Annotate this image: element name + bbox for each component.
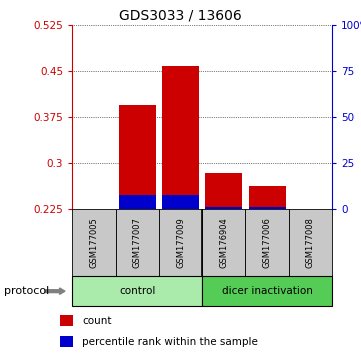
Text: GSM177006: GSM177006 [263,217,271,268]
Text: GSM177005: GSM177005 [90,217,98,268]
Bar [162,66,199,209]
Bar [72,276,202,306]
Text: count: count [82,316,112,326]
Bar [119,195,156,209]
Text: GSM177009: GSM177009 [176,217,185,268]
Bar [159,209,202,276]
Bar [249,207,286,209]
Text: dicer inactivation: dicer inactivation [222,286,313,296]
Bar [72,209,116,276]
Text: GSM177008: GSM177008 [306,217,315,268]
Bar [245,209,289,276]
Bar [205,173,242,209]
Text: GDS3033 / 13606: GDS3033 / 13606 [119,9,242,23]
Bar [202,276,332,306]
Bar [249,185,286,209]
Text: protocol: protocol [4,286,49,296]
Bar [116,209,159,276]
Text: control: control [119,286,155,296]
Bar [205,207,242,209]
Text: percentile rank within the sample: percentile rank within the sample [82,337,258,347]
Bar [119,104,156,209]
Bar [60,336,73,347]
Bar [202,209,245,276]
Bar [289,209,332,276]
Bar [162,195,199,209]
Text: GSM177007: GSM177007 [133,217,142,268]
Bar [60,315,73,326]
Text: GSM176904: GSM176904 [219,217,228,268]
